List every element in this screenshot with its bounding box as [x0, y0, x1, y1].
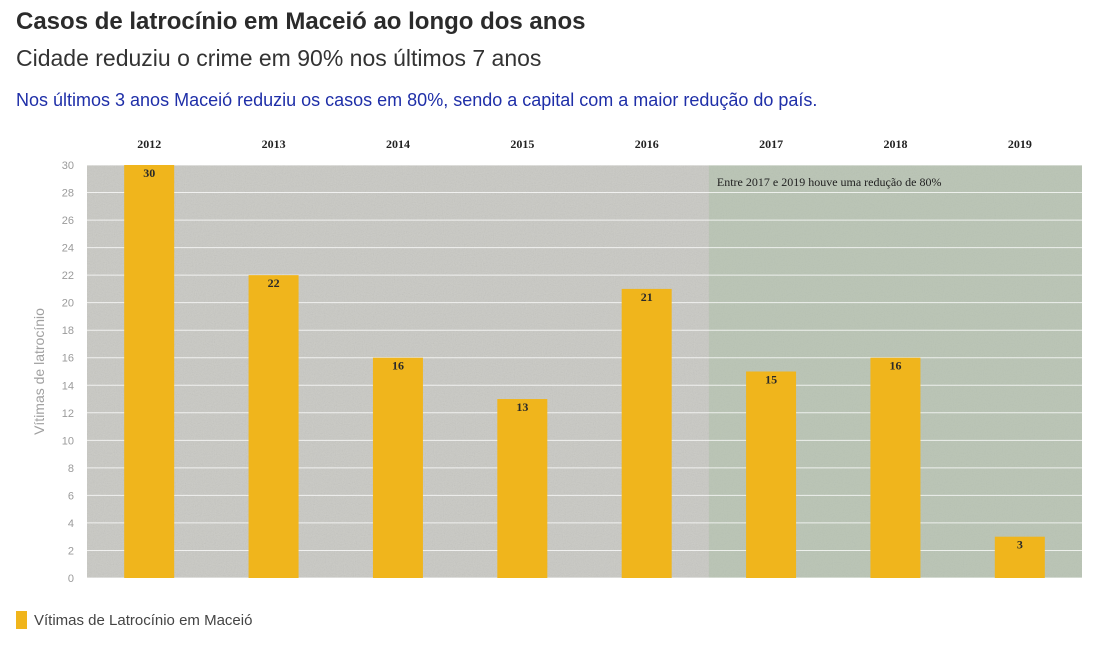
chart-subtitle: Cidade reduziu o crime em 90% nos último… [16, 45, 542, 71]
y-tick-label: 10 [62, 435, 74, 447]
y-tick-label: 18 [62, 325, 74, 337]
data-label: 21 [641, 290, 653, 304]
y-tick-label: 0 [68, 573, 74, 585]
bar-2015 [497, 399, 548, 578]
y-tick-label: 8 [68, 463, 74, 475]
y-tick-label: 6 [68, 490, 74, 502]
x-tick-label: 2015 [510, 137, 534, 151]
y-tick-label: 16 [62, 353, 74, 365]
y-tick-label: 22 [62, 270, 74, 282]
x-tick-label: 2012 [137, 137, 161, 151]
y-tick-label: 2 [68, 545, 74, 557]
x-tick-label: 2018 [883, 137, 907, 151]
bar-2013 [248, 275, 299, 578]
data-label: 22 [268, 276, 280, 290]
y-tick-label: 14 [62, 380, 74, 392]
y-axis-label: Vítimas de latrocínio [31, 308, 47, 435]
x-tick-label: 2014 [386, 137, 410, 151]
chart-note: Nos últimos 3 anos Maceió reduziu os cas… [16, 90, 818, 110]
x-tick-label: 2019 [1008, 137, 1032, 151]
x-tick-label: 2016 [635, 137, 659, 151]
data-label: 13 [516, 400, 528, 414]
y-tick-label: 24 [62, 243, 74, 255]
data-label: 3 [1017, 538, 1023, 552]
x-tick-label: 2013 [262, 137, 286, 151]
bar-2017 [746, 371, 797, 578]
chart-title: Casos de latrocínio em Maceió ao longo d… [16, 8, 586, 35]
y-tick-label: 20 [62, 298, 74, 310]
data-label: 16 [889, 359, 901, 373]
y-tick-label: 26 [62, 215, 74, 227]
y-tick-label: 30 [62, 160, 74, 172]
highlight-annotation: Entre 2017 e 2019 houve uma redução de 8… [717, 175, 942, 189]
bar-2018 [870, 357, 921, 578]
legend: Vítimas de Latrocínio em Maceió [16, 611, 252, 629]
bar-2014 [372, 357, 423, 578]
y-tick-label: 12 [62, 408, 74, 420]
y-tick-label: 28 [62, 188, 74, 200]
data-label: 16 [392, 359, 404, 373]
legend-swatch [16, 611, 27, 629]
x-tick-label: 2017 [759, 137, 783, 151]
bar-2016 [621, 288, 672, 578]
legend-label: Vítimas de Latrocínio em Maceió [34, 611, 253, 629]
y-tick-label: 4 [68, 518, 74, 530]
data-label: 30 [143, 166, 155, 180]
bar-2012 [124, 165, 175, 578]
data-label: 15 [765, 373, 777, 387]
bar-2019 [994, 536, 1045, 578]
